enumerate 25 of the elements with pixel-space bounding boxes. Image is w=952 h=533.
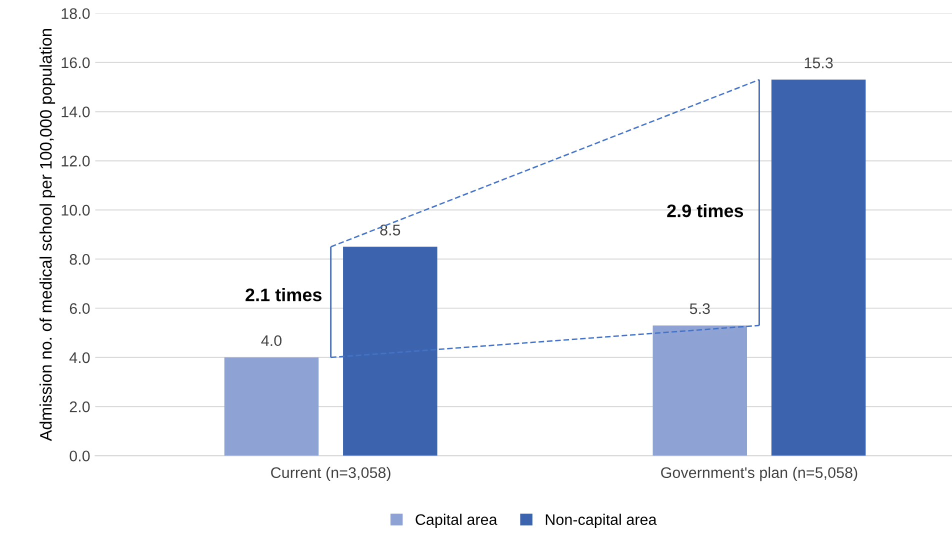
data-label: 15.3 [804,58,833,68]
y-tick-label: 8.0 [70,254,90,265]
legend-label: Capital area [416,514,498,528]
y-tick-label: 0.0 [70,450,90,462]
bar [771,80,866,456]
y-axis-title: Admission no. of medical school per 100,000 population [40,28,56,442]
bar [343,246,438,456]
annotation: 2.9 times [667,204,744,218]
bar [224,357,319,456]
y-tick-label: 10.0 [62,204,90,216]
y-tick-label: 12.0 [62,156,90,166]
legend-label: Non-capital area [546,514,657,528]
y-tick-label: 2.0 [70,401,90,412]
x-tick-label: Government's plan (n=5,058) [661,466,858,482]
y-tick-label: 16.0 [62,57,90,68]
data-label: 5.3 [690,303,710,314]
x-tick-label: Current (n=3,058) [271,466,390,482]
annotation: 2.1 times [246,288,322,302]
data-label: 4.0 [261,335,282,346]
bar [652,325,748,456]
y-tick-label: 6.0 [70,303,90,314]
y-tick-label: 4.0 [69,352,90,364]
y-tick-label: 18.0 [62,8,90,20]
data-label: 8.5 [380,224,400,236]
y-tick-label: 14.0 [62,106,90,118]
